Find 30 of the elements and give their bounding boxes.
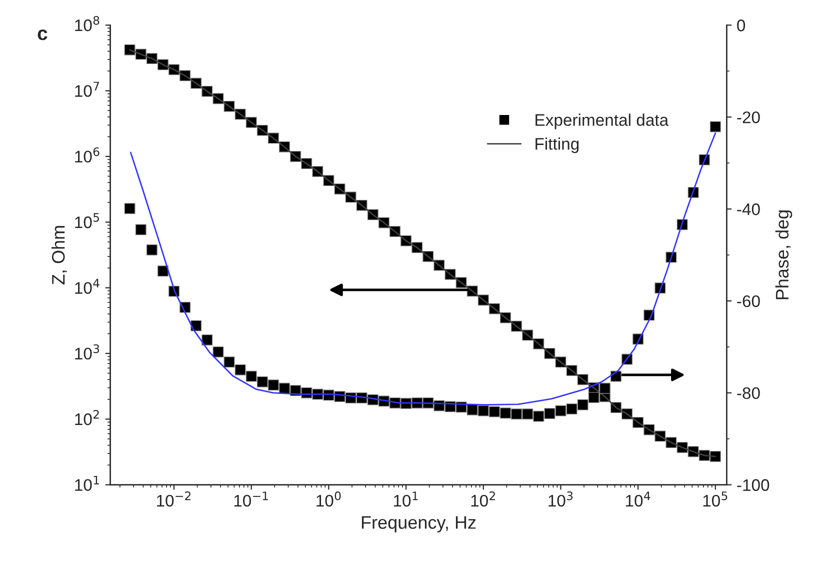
y-tick-label: 10$^{5}$ (75, 213, 99, 228)
y-axis-title: Z, Ohm (52, 226, 67, 284)
y-tick-label: 10$^{8}$ (75, 16, 100, 32)
x-tick-label: 10$^{0}$ (316, 491, 341, 507)
x-tick-label: 10$^{3}$ (548, 491, 573, 507)
y-tick-label: 10$^{7}$ (75, 82, 100, 97)
x-axis-title: Frequency, Hz (362, 516, 476, 532)
x-tick-label: 10$^{−2}$ (157, 491, 190, 507)
x-tick-label: 10$^{2}$ (471, 491, 495, 507)
y-tick-label: 10$^{3}$ (75, 344, 100, 360)
y2-tick-label: -40 (737, 203, 760, 216)
y-tick-label: 10$^{1}$ (75, 476, 99, 491)
y2-tick-label: -80 (737, 387, 760, 400)
y-tick-label: 10$^{6}$ (75, 147, 100, 163)
y2-tick-label: 0 (737, 20, 746, 32)
point (710, 450, 721, 462)
x-tick-label: 10$^{4}$ (626, 492, 650, 507)
point (124, 44, 136, 56)
x-tick-label: 10$^{5}$ (703, 492, 728, 507)
text: c (38, 30, 48, 40)
x-tick-label: 10$^{−1}$ (234, 492, 268, 507)
y2-tick-label: -100 (737, 479, 770, 491)
legend-label: Fitting (536, 138, 579, 154)
y-tick-label: 10$^{4}$ (75, 278, 100, 294)
y2-tick-label: -20 (737, 111, 760, 124)
legend-label: Experimental data (536, 114, 669, 130)
y2-tick-label: -60 (737, 295, 760, 308)
x-tick-label: 10$^{1}$ (394, 492, 418, 507)
y-tick-label: 10$^{2}$ (75, 410, 99, 426)
y2-axis-title: Phase, deg (775, 210, 792, 300)
